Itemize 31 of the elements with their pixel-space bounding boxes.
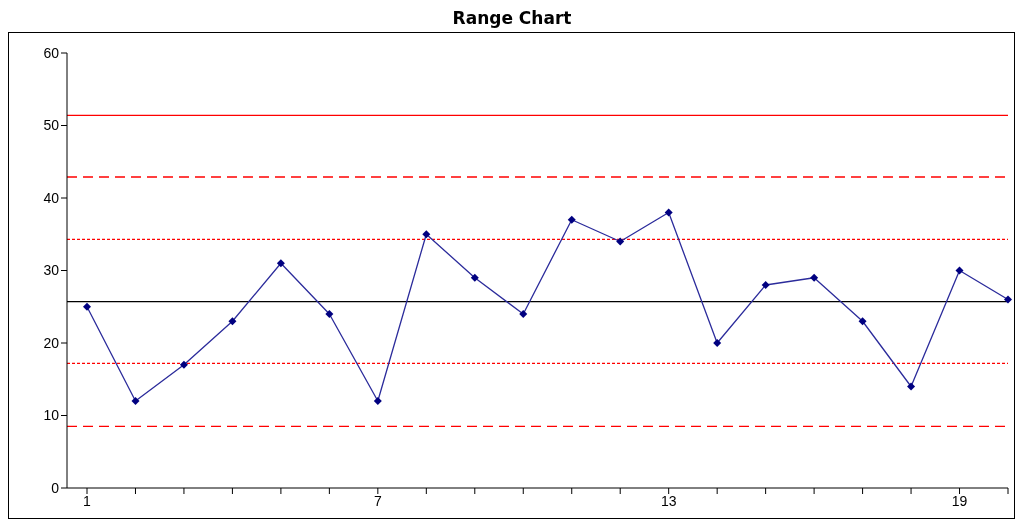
point bbox=[616, 237, 625, 246]
y-tick-label: 0 bbox=[51, 479, 60, 496]
y-tick-label: 10 bbox=[43, 407, 60, 424]
chart-title: Range Chart bbox=[451, 8, 573, 30]
point bbox=[1004, 295, 1012, 304]
point bbox=[858, 317, 867, 326]
point bbox=[713, 339, 722, 347]
point bbox=[373, 397, 382, 405]
y-tick-label: 40 bbox=[43, 189, 60, 206]
x-tick-label: 1 bbox=[83, 492, 92, 509]
y-tick-label: 50 bbox=[43, 117, 60, 134]
point bbox=[276, 259, 285, 268]
x-tick-label: 13 bbox=[660, 492, 677, 509]
y-tick-label: 60 bbox=[43, 44, 60, 61]
point bbox=[519, 310, 528, 318]
x-tick-label: 7 bbox=[373, 492, 382, 509]
point bbox=[955, 266, 964, 275]
point bbox=[83, 302, 91, 311]
point bbox=[325, 310, 334, 318]
point bbox=[761, 281, 770, 289]
point bbox=[810, 273, 819, 282]
point bbox=[131, 397, 140, 405]
point bbox=[907, 382, 916, 391]
y-tick-label: 20 bbox=[43, 334, 60, 351]
point bbox=[179, 360, 188, 369]
point bbox=[228, 317, 237, 326]
point bbox=[470, 273, 479, 282]
point bbox=[422, 230, 431, 239]
x-tick-label: 19 bbox=[951, 492, 968, 509]
y-tick-label: 30 bbox=[43, 262, 60, 279]
point bbox=[664, 208, 673, 217]
